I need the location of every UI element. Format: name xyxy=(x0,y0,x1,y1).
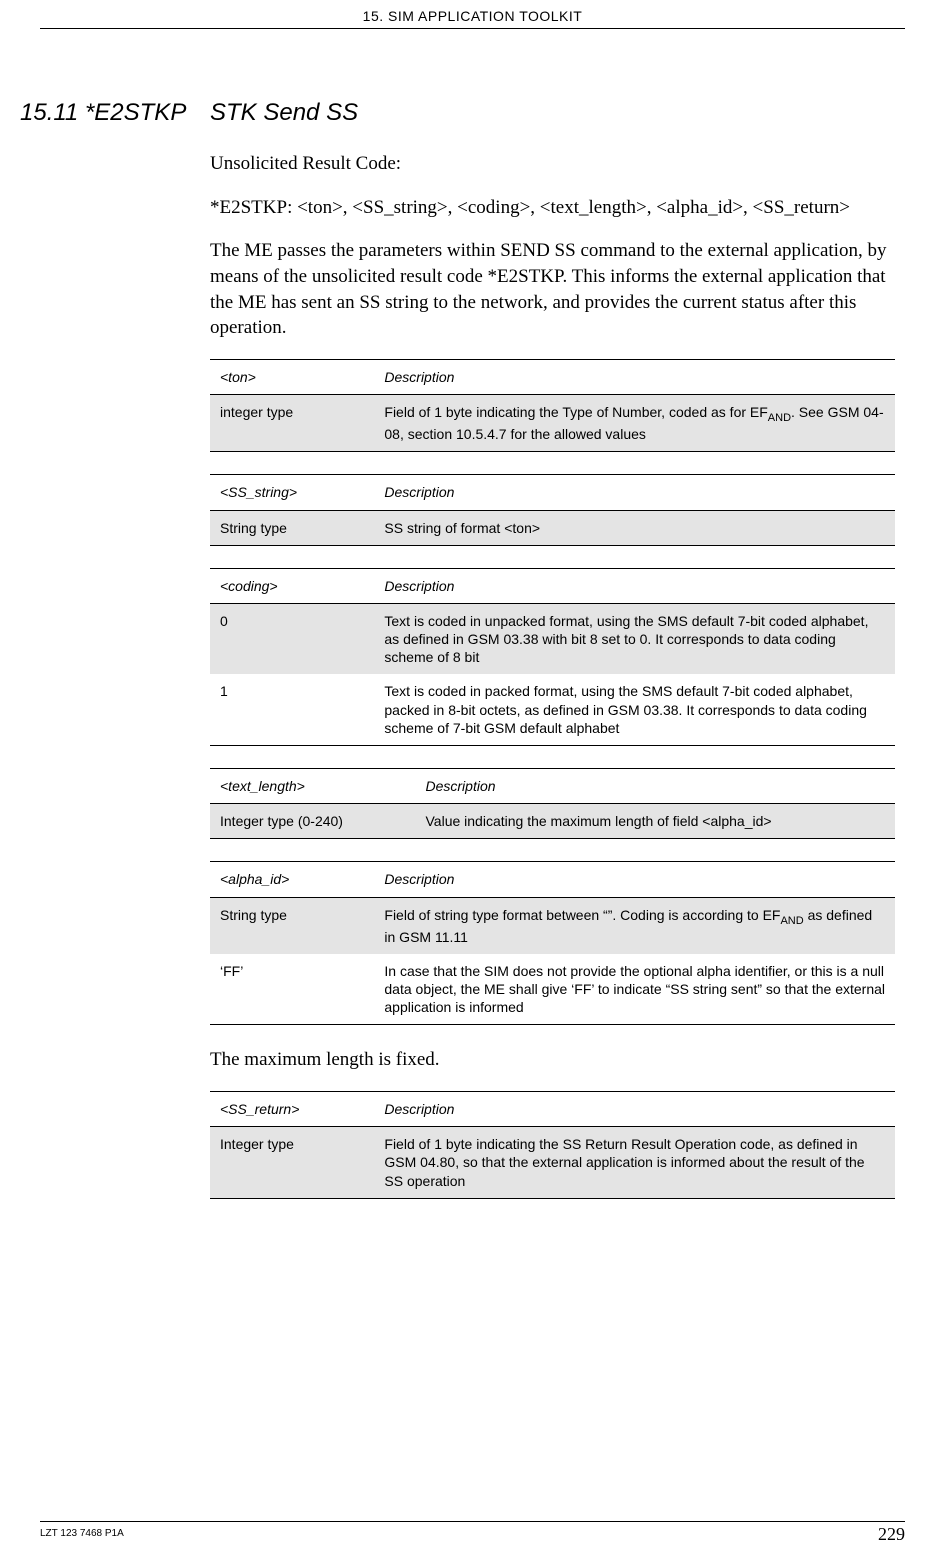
table-header-row: <SS_string> Description xyxy=(210,475,895,510)
table-cell: Text is coded in packed format, using th… xyxy=(374,674,895,745)
body-block: Unsolicited Result Code: *E2STKP: <ton>,… xyxy=(210,151,895,1199)
text-span: Field of string type format between “”. … xyxy=(384,907,780,923)
subscript: AND xyxy=(768,412,791,424)
section-number: 15.11 *E2STKP xyxy=(20,99,210,127)
text-span: Field of 1 byte indicating the Type of N… xyxy=(384,404,767,420)
para-description: The ME passes the parameters within SEND… xyxy=(210,238,895,341)
table-header-cell: <SS_return> xyxy=(210,1092,374,1127)
page-footer: LZT 123 7468 P1A 229 xyxy=(0,1521,945,1549)
table-header-cell: Description xyxy=(374,359,895,394)
section-heading: 15.11 *E2STKP STK Send SS xyxy=(20,99,895,127)
table-cell: Integer type (0-240) xyxy=(210,804,416,839)
table-cell: Field of 1 byte indicating the SS Return… xyxy=(374,1127,895,1199)
table-cell: ‘FF’ xyxy=(210,954,374,1025)
table-cell: 0 xyxy=(210,603,374,674)
table-alpha-id: <alpha_id> Description String type Field… xyxy=(210,861,895,1025)
table-ton: <ton> Description integer type Field of … xyxy=(210,359,895,452)
table-header-cell: <SS_string> xyxy=(210,475,374,510)
table-header-cell: Description xyxy=(416,769,896,804)
table-header-cell: Description xyxy=(374,1092,895,1127)
table-header-cell: <coding> xyxy=(210,568,374,603)
table-cell: 1 xyxy=(210,674,374,745)
table-row: integer type Field of 1 byte indicating … xyxy=(210,395,895,452)
page-number: 229 xyxy=(878,1524,905,1545)
table-header-cell: Description xyxy=(374,475,895,510)
doc-id: LZT 123 7468 P1A xyxy=(40,1528,124,1549)
para-urc-label: Unsolicited Result Code: xyxy=(210,151,895,177)
table-row: ‘FF’ In case that the SIM does not provi… xyxy=(210,954,895,1025)
table-header-cell: Description xyxy=(374,568,895,603)
table-row: String type SS string of format <ton> xyxy=(210,510,895,545)
main-content: 15.11 *E2STKP STK Send SS Unsolicited Re… xyxy=(0,29,945,1199)
table-row: Integer type (0-240) Value indicating th… xyxy=(210,804,895,839)
table-header-cell: <ton> xyxy=(210,359,374,394)
table-row: String type Field of string type format … xyxy=(210,897,895,954)
table-cell: Text is coded in unpacked format, using … xyxy=(374,603,895,674)
table-ss-return: <SS_return> Description Integer type Fie… xyxy=(210,1091,895,1199)
table-coding: <coding> Description 0 Text is coded in … xyxy=(210,568,895,746)
table-row: Integer type Field of 1 byte indicating … xyxy=(210,1127,895,1199)
para-maxlength: The maximum length is fixed. xyxy=(210,1047,895,1073)
table-cell: Field of 1 byte indicating the Type of N… xyxy=(374,395,895,452)
table-cell: String type xyxy=(210,897,374,954)
para-syntax: *E2STKP: <ton>, <SS_string>, <coding>, <… xyxy=(210,195,895,221)
table-header-row: <coding> Description xyxy=(210,568,895,603)
table-cell: In case that the SIM does not provide th… xyxy=(374,954,895,1025)
table-header-row: <text_length> Description xyxy=(210,769,895,804)
table-cell: SS string of format <ton> xyxy=(374,510,895,545)
table-cell: Integer type xyxy=(210,1127,374,1199)
table-row: 0 Text is coded in unpacked format, usin… xyxy=(210,603,895,674)
table-header-cell: <alpha_id> xyxy=(210,862,374,897)
table-cell: String type xyxy=(210,510,374,545)
table-header-row: <SS_return> Description xyxy=(210,1092,895,1127)
table-text-length: <text_length> Description Integer type (… xyxy=(210,768,895,839)
table-header-row: <ton> Description xyxy=(210,359,895,394)
subscript: AND xyxy=(780,914,803,926)
table-header-row: <alpha_id> Description xyxy=(210,862,895,897)
table-cell: Value indicating the maximum length of f… xyxy=(416,804,896,839)
table-ss-string: <SS_string> Description String type SS s… xyxy=(210,474,895,545)
table-cell: Field of string type format between “”. … xyxy=(374,897,895,954)
footer-line: LZT 123 7468 P1A 229 xyxy=(40,1521,905,1549)
table-cell: integer type xyxy=(210,395,374,452)
table-header-cell: <text_length> xyxy=(210,769,416,804)
section-title: STK Send SS xyxy=(210,99,358,127)
chapter-header: 15. SIM APPLICATION TOOLKIT xyxy=(40,0,905,29)
table-header-cell: Description xyxy=(374,862,895,897)
table-row: 1 Text is coded in packed format, using … xyxy=(210,674,895,745)
